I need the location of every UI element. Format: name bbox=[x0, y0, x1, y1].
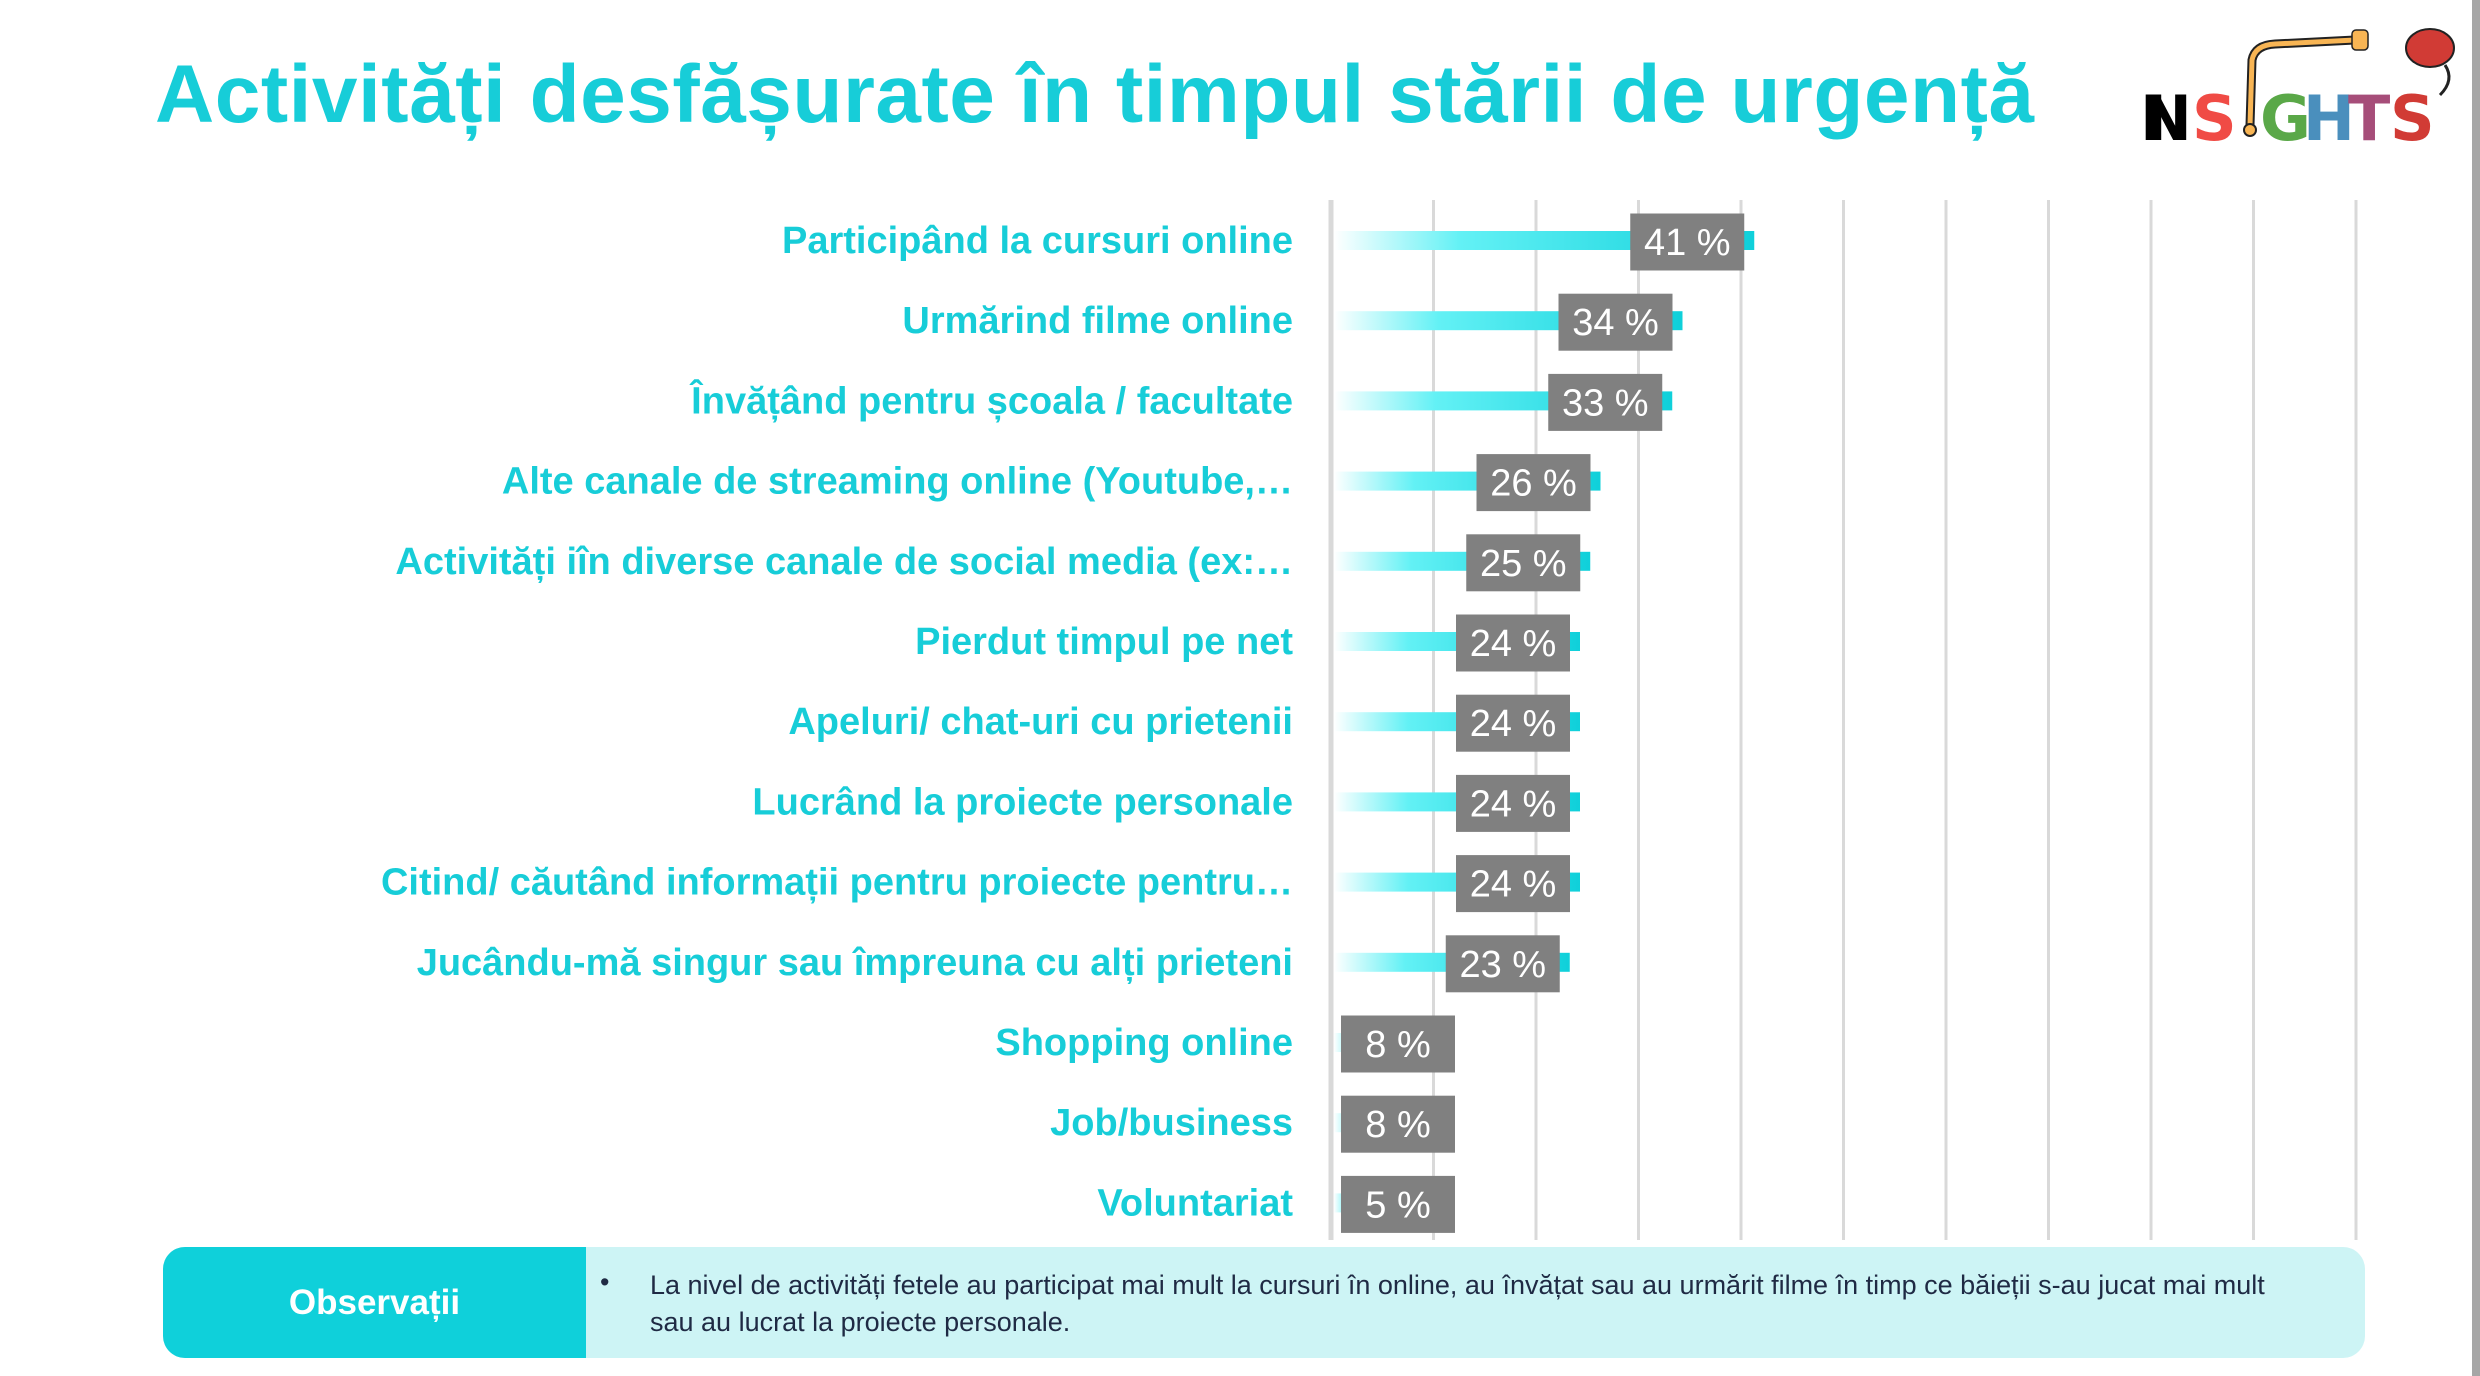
value-label: 24 % bbox=[1470, 864, 1557, 906]
value-label: 26 % bbox=[1490, 463, 1577, 505]
value-label: 34 % bbox=[1572, 302, 1659, 344]
value-label-box bbox=[1476, 454, 1591, 512]
category-label: Lucrând la proiecte personale bbox=[752, 781, 1293, 823]
observations-text: La nivel de activități fetele au partici… bbox=[650, 1270, 2265, 1337]
category-label: Voluntariat bbox=[1097, 1182, 1293, 1224]
value-label: 5 % bbox=[1365, 1184, 1430, 1226]
category-label: Activități iîn diverse canale de social … bbox=[395, 541, 1293, 583]
value-label-box bbox=[1456, 614, 1570, 672]
category-label: Urmărind filme online bbox=[902, 300, 1293, 342]
value-label-box bbox=[1548, 373, 1663, 431]
svg-text:H: H bbox=[2303, 82, 2355, 150]
value-label-box bbox=[1558, 293, 1673, 351]
page-title: Activități desfășurate în timpul stării … bbox=[155, 49, 2035, 140]
category-label: Jucându-mă singur sau împreuna cu alți p… bbox=[417, 942, 1293, 984]
value-label-box bbox=[1466, 534, 1581, 592]
value-label-box bbox=[1456, 774, 1570, 832]
category-label: Shopping online bbox=[995, 1022, 1293, 1064]
value-label-box bbox=[1341, 1015, 1455, 1073]
category-label: Învățând pentru școala / facultate bbox=[689, 378, 1293, 422]
value-label-box bbox=[1445, 935, 1560, 993]
category-label: Job/business bbox=[1050, 1102, 1293, 1144]
value-label-box bbox=[1341, 1175, 1455, 1233]
insights-logo: IN S G H T S bbox=[2140, 28, 2455, 150]
category-label: Apeluri/ chat-uri cu prietenii bbox=[788, 701, 1293, 743]
value-label: 25 % bbox=[1480, 543, 1567, 585]
value-label: 24 % bbox=[1470, 623, 1557, 665]
category-label: Participând la cursuri online bbox=[782, 220, 1293, 262]
svg-text:S: S bbox=[2390, 82, 2435, 150]
value-label-box bbox=[1630, 213, 1745, 271]
slide-edge-divider bbox=[2472, 0, 2480, 1376]
value-label-box bbox=[1341, 1095, 1455, 1153]
value-label: 41 % bbox=[1644, 222, 1731, 264]
value-label-box bbox=[1456, 855, 1570, 913]
svg-text:T: T bbox=[2348, 82, 2390, 150]
svg-text:IN: IN bbox=[2140, 82, 2192, 150]
value-label: 24 % bbox=[1470, 783, 1557, 825]
value-label: 23 % bbox=[1459, 944, 1546, 986]
svg-text:G: G bbox=[2260, 82, 2311, 150]
category-label: Alte canale de streaming online (Youtube… bbox=[502, 461, 1293, 503]
category-label: Citind/ căutând informații pentru proiec… bbox=[381, 862, 1293, 904]
value-label: 33 % bbox=[1562, 382, 1649, 424]
observations-panel: Observații • La nivel de activități fete… bbox=[163, 1247, 2365, 1358]
value-label-box bbox=[1456, 694, 1570, 752]
svg-text:S: S bbox=[2192, 82, 2237, 150]
value-label: 8 % bbox=[1365, 1104, 1430, 1146]
bullet: • bbox=[600, 1267, 610, 1297]
value-label: 8 % bbox=[1365, 1024, 1430, 1066]
value-label: 24 % bbox=[1470, 703, 1557, 745]
category-label: Pierdut timpul pe net bbox=[915, 621, 1293, 663]
observations-heading: Observații bbox=[163, 1247, 586, 1358]
